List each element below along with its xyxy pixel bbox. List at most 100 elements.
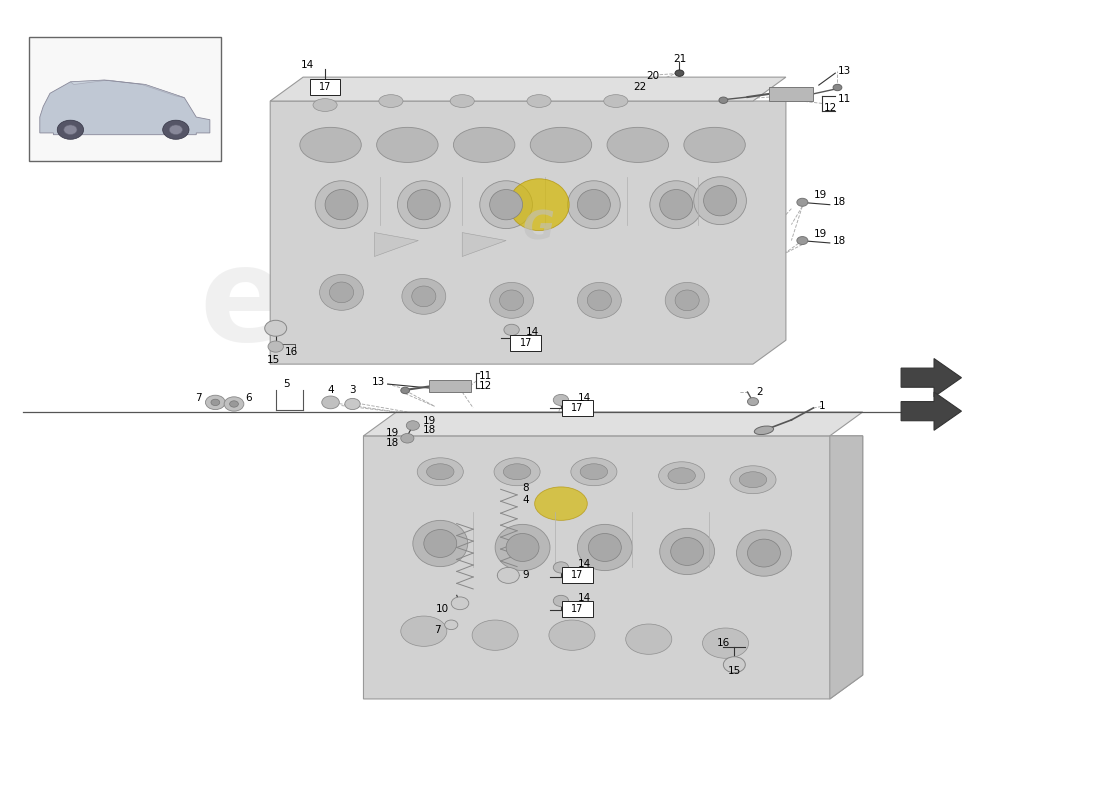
- Circle shape: [211, 399, 220, 406]
- Bar: [562, 567, 593, 583]
- Text: 18: 18: [833, 235, 846, 246]
- Text: 2: 2: [757, 387, 763, 397]
- Ellipse shape: [739, 472, 767, 488]
- Text: 11: 11: [837, 94, 850, 104]
- Ellipse shape: [320, 274, 363, 310]
- Ellipse shape: [411, 286, 436, 306]
- Ellipse shape: [703, 628, 749, 658]
- Ellipse shape: [314, 98, 337, 111]
- Text: 5: 5: [284, 379, 290, 389]
- Ellipse shape: [480, 181, 532, 229]
- Circle shape: [553, 562, 569, 573]
- Ellipse shape: [499, 290, 524, 310]
- Circle shape: [322, 396, 339, 409]
- Text: 18: 18: [833, 198, 846, 207]
- Circle shape: [504, 324, 519, 335]
- Ellipse shape: [671, 538, 704, 566]
- Ellipse shape: [400, 616, 447, 646]
- Text: 19: 19: [385, 429, 398, 438]
- Text: 3: 3: [349, 385, 355, 394]
- Ellipse shape: [659, 462, 705, 490]
- Circle shape: [724, 657, 746, 673]
- Text: 8: 8: [522, 482, 529, 493]
- Text: G: G: [524, 210, 556, 247]
- Polygon shape: [462, 233, 506, 257]
- Ellipse shape: [607, 127, 669, 162]
- Text: 20: 20: [647, 71, 660, 82]
- Ellipse shape: [571, 458, 617, 486]
- Ellipse shape: [326, 190, 358, 220]
- Ellipse shape: [668, 468, 695, 484]
- Ellipse shape: [494, 458, 540, 486]
- Text: 11: 11: [478, 371, 492, 381]
- Bar: [562, 601, 593, 617]
- Ellipse shape: [453, 127, 515, 162]
- Ellipse shape: [755, 426, 773, 434]
- Circle shape: [400, 434, 414, 443]
- Ellipse shape: [694, 177, 747, 225]
- Ellipse shape: [504, 464, 531, 480]
- Ellipse shape: [378, 94, 403, 107]
- Ellipse shape: [402, 278, 446, 314]
- Text: 17: 17: [571, 570, 584, 580]
- Text: 19: 19: [813, 190, 826, 200]
- Text: 15: 15: [728, 666, 741, 676]
- Ellipse shape: [316, 181, 367, 229]
- Ellipse shape: [427, 464, 454, 480]
- Polygon shape: [374, 233, 418, 257]
- Text: 12: 12: [478, 381, 492, 390]
- Polygon shape: [901, 392, 961, 430]
- Bar: [429, 380, 471, 392]
- Ellipse shape: [587, 290, 612, 310]
- Text: 22: 22: [634, 82, 647, 92]
- Circle shape: [268, 341, 284, 352]
- Ellipse shape: [535, 487, 587, 520]
- Circle shape: [230, 401, 239, 407]
- Text: 4: 4: [327, 385, 334, 394]
- Text: 19: 19: [813, 229, 826, 239]
- Ellipse shape: [737, 530, 791, 576]
- Text: 18: 18: [385, 438, 398, 448]
- Text: 10: 10: [436, 604, 449, 614]
- Text: 7: 7: [433, 625, 440, 634]
- Polygon shape: [363, 436, 862, 699]
- Text: 17: 17: [571, 403, 584, 413]
- Ellipse shape: [666, 282, 710, 318]
- Circle shape: [796, 237, 807, 245]
- Text: 17: 17: [519, 338, 532, 347]
- Ellipse shape: [407, 190, 440, 220]
- Circle shape: [163, 120, 189, 139]
- Polygon shape: [363, 412, 862, 436]
- Bar: [29, 38, 221, 161]
- Text: 4: 4: [522, 494, 529, 505]
- Text: 14: 14: [526, 327, 539, 338]
- Circle shape: [206, 395, 225, 410]
- Text: 9: 9: [522, 570, 529, 580]
- Polygon shape: [40, 80, 210, 134]
- Circle shape: [344, 398, 360, 410]
- Polygon shape: [271, 77, 785, 101]
- Ellipse shape: [578, 190, 610, 220]
- Ellipse shape: [578, 524, 632, 570]
- Circle shape: [444, 620, 458, 630]
- Circle shape: [497, 567, 519, 583]
- Ellipse shape: [675, 290, 700, 310]
- Circle shape: [64, 125, 77, 134]
- Ellipse shape: [490, 282, 534, 318]
- Text: 16: 16: [285, 347, 298, 357]
- Ellipse shape: [472, 620, 518, 650]
- Circle shape: [169, 125, 183, 134]
- Circle shape: [833, 84, 842, 90]
- Circle shape: [265, 320, 287, 336]
- Ellipse shape: [417, 458, 463, 486]
- Circle shape: [748, 398, 759, 406]
- Ellipse shape: [506, 534, 539, 562]
- Ellipse shape: [748, 539, 780, 567]
- Ellipse shape: [684, 127, 746, 162]
- Ellipse shape: [660, 528, 715, 574]
- Text: 14: 14: [300, 60, 315, 70]
- Ellipse shape: [330, 282, 353, 302]
- Text: 18: 18: [422, 426, 436, 435]
- Circle shape: [796, 198, 807, 206]
- Ellipse shape: [495, 524, 550, 570]
